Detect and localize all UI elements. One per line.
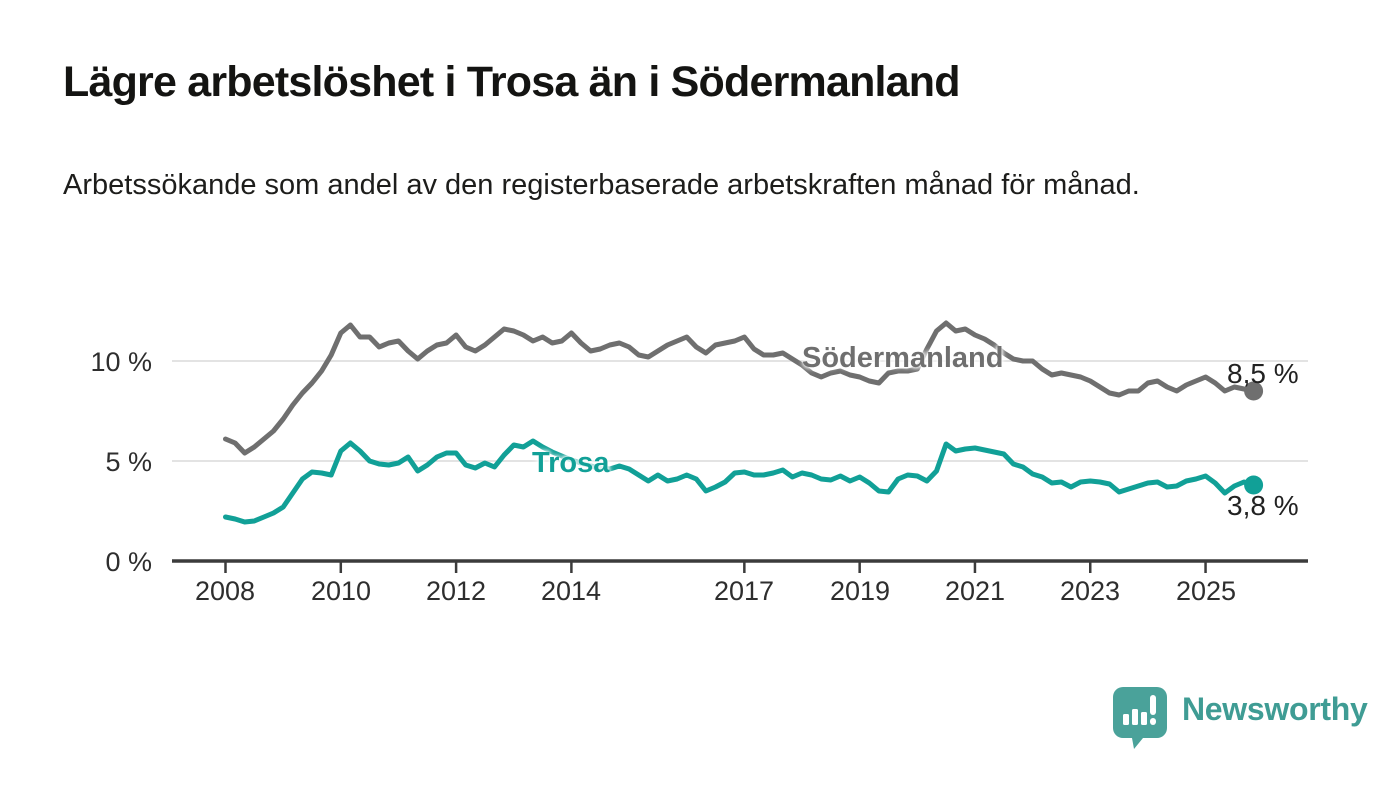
end-value-sodermanland: 8,5 % — [1227, 358, 1299, 389]
x-axis-tick-2021: 2021 — [944, 576, 1006, 606]
y-axis-tick-0: 0 % — [105, 547, 152, 577]
series-label-trosa: Trosa — [532, 447, 610, 479]
x-axis-tick-2008: 2008 — [194, 576, 256, 606]
x-axis-tick-2010: 2010 — [310, 576, 372, 606]
x-axis-tick-2019: 2019 — [829, 576, 891, 606]
newsworthy-logo-icon — [1113, 687, 1167, 749]
x-axis-tick-2017: 2017 — [713, 576, 775, 606]
brand-name: Newsworthy — [1182, 691, 1368, 727]
logo-bar-2 — [1132, 709, 1138, 725]
series-label-sodermanland: Södermanland — [802, 342, 1004, 374]
x-axis-tick-2014: 2014 — [540, 576, 602, 606]
logo-exclamation-dot — [1150, 718, 1156, 725]
y-axis-tick-5: 5 % — [105, 447, 152, 477]
logo-exclamation-bar — [1150, 695, 1156, 715]
x-axis-tick-2023: 2023 — [1059, 576, 1121, 606]
newsworthy-brand: Newsworthy — [1112, 686, 1368, 750]
logo-bar-1 — [1123, 714, 1129, 725]
page-title: Lägre arbetslöshet i Trosa än i Söderman… — [63, 58, 961, 106]
logo-bar-3 — [1141, 712, 1147, 725]
end-value-trosa: 3,8 % — [1227, 490, 1299, 521]
x-axis-tick-2012: 2012 — [425, 576, 487, 606]
x-axis-tick-2025: 2025 — [1175, 576, 1237, 606]
chart-subtitle: Arbetssökande som andel av den registerb… — [63, 169, 1140, 201]
y-axis-tick-10: 10 % — [90, 347, 152, 377]
